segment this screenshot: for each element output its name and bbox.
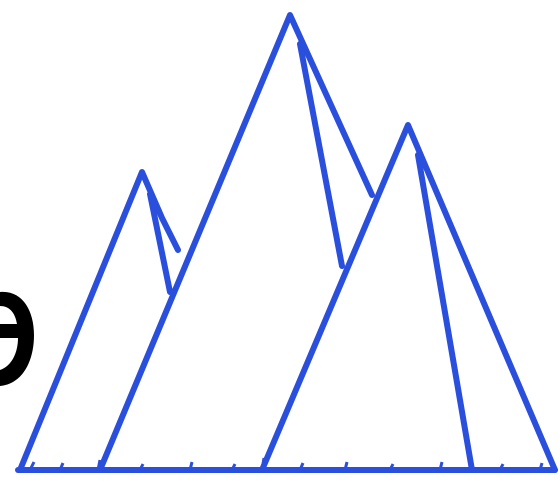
right-peak-ridge [418, 155, 472, 470]
middle-peak [100, 15, 372, 470]
mountains [18, 15, 555, 470]
page: (() => { const data = JSON.parse(documen… [0, 0, 560, 490]
right-peak [262, 125, 555, 470]
letter-fragment [0, 292, 34, 386]
logo [0, 0, 560, 490]
